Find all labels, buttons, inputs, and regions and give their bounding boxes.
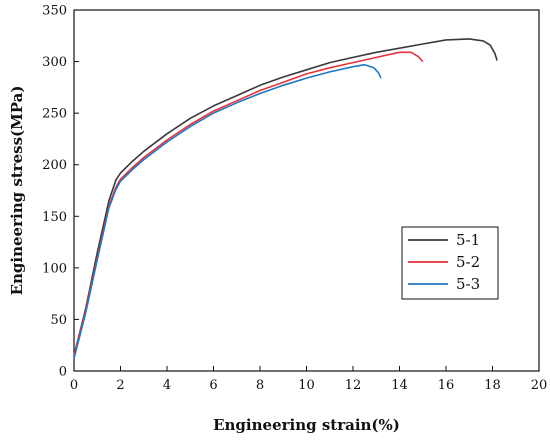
y-tick-label: 150 (42, 210, 67, 225)
x-tick-label: 16 (438, 378, 455, 393)
series-line-5-1 (73, 38, 498, 356)
x-tick-label: 8 (256, 378, 264, 393)
x-tick-label: 20 (531, 378, 548, 393)
legend-label-5-3: 5-3 (456, 275, 480, 293)
y-tick-label: 200 (42, 158, 67, 173)
x-axis-label: Engineering strain(%) (213, 416, 400, 434)
x-tick-label: 14 (391, 378, 408, 393)
legend: 5-1 5-2 5-3 (401, 226, 499, 300)
legend-box (401, 226, 499, 300)
x-tick-label: 18 (484, 378, 501, 393)
y-tick-label: 350 (42, 4, 67, 19)
y-tick-label: 50 (50, 313, 67, 328)
y-tick-label: 0 (59, 365, 67, 380)
y-axis-label: Engineering stress(MPa) (8, 86, 26, 296)
series-line-5-3 (73, 63, 382, 359)
x-axis-ticks: 0 2 4 6 8 10 12 14 16 18 20 (70, 366, 547, 393)
x-tick-label: 6 (209, 378, 217, 393)
x-tick-label: 4 (163, 378, 171, 393)
x-tick-label: 10 (298, 378, 315, 393)
plot-frame (73, 9, 540, 372)
legend-label-5-2: 5-2 (456, 253, 480, 271)
legend-label-5-1: 5-1 (456, 231, 480, 249)
y-tick-label: 250 (42, 107, 67, 122)
y-tick-label: 100 (42, 261, 67, 276)
x-tick-label: 12 (345, 378, 362, 393)
x-tick-label: 2 (116, 378, 124, 393)
y-tick-label: 300 (42, 55, 67, 70)
series-layer (73, 38, 498, 359)
x-tick-label: 0 (70, 378, 78, 393)
y-axis-ticks: 0 50 100 150 200 250 300 350 (42, 4, 79, 380)
